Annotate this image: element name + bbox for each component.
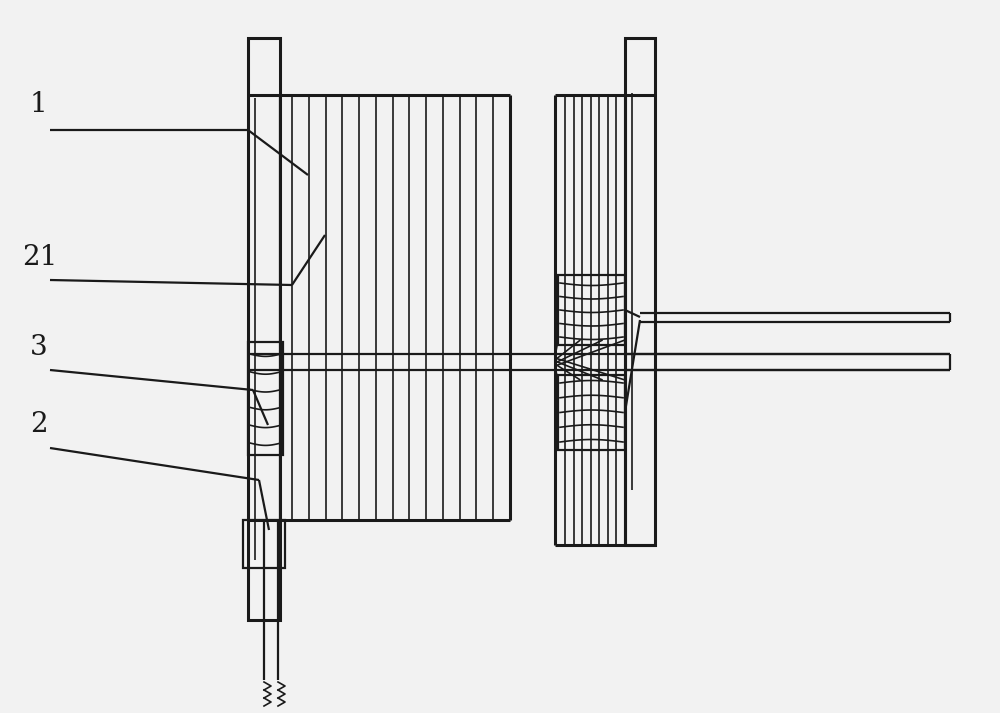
Bar xyxy=(558,275,625,345)
Bar xyxy=(625,38,655,545)
Text: 1: 1 xyxy=(30,91,48,118)
Bar xyxy=(243,520,285,568)
Bar xyxy=(558,375,625,450)
Bar xyxy=(248,38,280,620)
Text: 2: 2 xyxy=(30,411,48,438)
Text: 21: 21 xyxy=(22,244,57,271)
Text: 3: 3 xyxy=(30,334,48,361)
Bar xyxy=(248,342,283,455)
